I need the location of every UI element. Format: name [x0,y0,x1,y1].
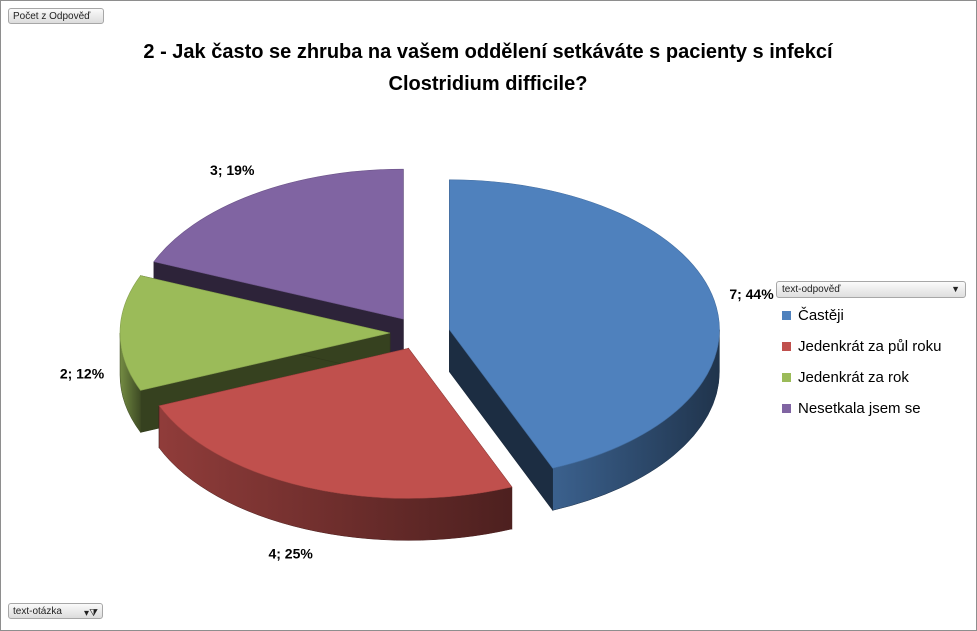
legend-swatch [782,373,791,382]
legend-label: Nesetkala jsem se [798,400,921,417]
data-label-1: 7; 44% [729,286,774,302]
data-label-4: 3; 19% [210,162,255,178]
slice-top [158,348,513,499]
pie-slice-2 [158,347,513,541]
legend-swatch [782,342,791,351]
legend-label: Jedenkrát za rok [798,369,909,386]
pie-slices [119,168,720,541]
dropdown-arrow-icon: ▼ [951,284,960,294]
data-label-3: 2; 12% [60,366,105,382]
data-labels: 3; 19% 7; 44% 2; 12% 4; 25% [60,162,774,561]
pie-slice-1 [449,179,720,512]
values-field-button[interactable]: Počet z Odpověď [8,8,104,24]
legend-label: Častěji [798,307,844,324]
axis-field-button[interactable]: text-otázka ▾⧩ [8,603,103,619]
legend-swatch [782,311,791,320]
values-field-label: Počet z Odpověď [13,11,91,22]
slice-top [119,275,391,391]
legend-field-dropdown[interactable]: text-odpověď ▼ [776,281,966,298]
legend-label: Jedenkrát za půl roku [798,338,942,355]
legend-field-label: text-odpověď [782,284,841,295]
slice-top [153,168,404,320]
chart-title: 2 - Jak často se zhruba na vašem oddělen… [143,41,833,95]
slice-top [449,179,720,469]
axis-field-label: text-otázka [13,606,62,617]
legend-swatch [782,404,791,413]
data-label-2: 4; 25% [268,545,313,561]
filter-icon: ▾⧩ [84,608,98,619]
